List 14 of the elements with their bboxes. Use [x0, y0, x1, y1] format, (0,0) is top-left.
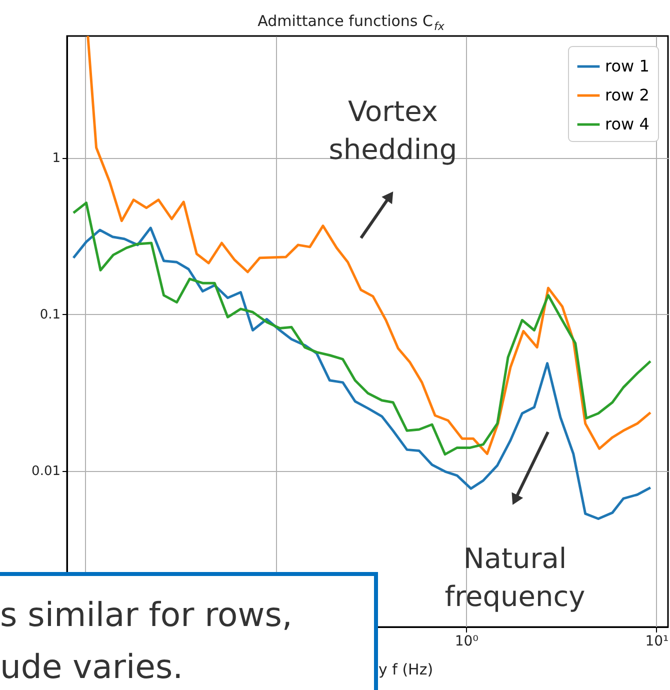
x-tick-label: 10¹	[645, 634, 669, 650]
legend-label: row 2	[605, 86, 650, 104]
line-series	[72, 226, 652, 520]
y-tick-label: 0.1	[40, 308, 60, 323]
annotation: s similar for rows,	[0, 595, 292, 634]
legend-label: row 4	[605, 114, 650, 134]
x-axis-title: y f (Hz)	[378, 660, 434, 678]
y-tick-label: 0.01	[32, 464, 60, 480]
annotation: Natural frequency	[444, 542, 586, 613]
x-tick-label: 10⁰	[454, 634, 479, 650]
annotation: Vortex shedding	[328, 95, 458, 166]
legend-label: row 1	[605, 56, 650, 76]
text: ude varies.	[0, 647, 184, 686]
y-tick-label: 1	[52, 151, 60, 166]
